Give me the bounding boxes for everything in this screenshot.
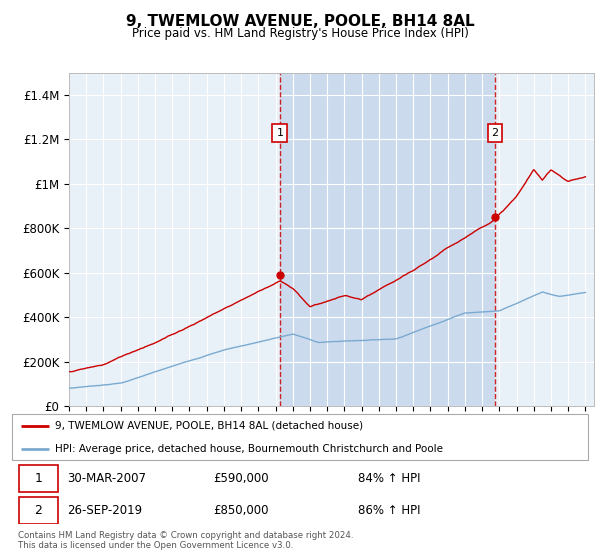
Text: 26-SEP-2019: 26-SEP-2019	[67, 504, 142, 517]
Text: £850,000: £850,000	[214, 504, 269, 517]
Text: 2: 2	[491, 128, 499, 138]
Text: 1: 1	[35, 472, 43, 485]
Text: 84% ↑ HPI: 84% ↑ HPI	[358, 472, 420, 485]
Text: 1: 1	[277, 128, 283, 138]
Text: Contains HM Land Registry data © Crown copyright and database right 2024.
This d: Contains HM Land Registry data © Crown c…	[18, 531, 353, 550]
Text: 30-MAR-2007: 30-MAR-2007	[67, 472, 146, 485]
Text: 86% ↑ HPI: 86% ↑ HPI	[358, 504, 420, 517]
FancyBboxPatch shape	[19, 465, 58, 492]
Text: 9, TWEMLOW AVENUE, POOLE, BH14 8AL (detached house): 9, TWEMLOW AVENUE, POOLE, BH14 8AL (deta…	[55, 421, 364, 431]
FancyBboxPatch shape	[12, 414, 588, 460]
Text: 9, TWEMLOW AVENUE, POOLE, BH14 8AL: 9, TWEMLOW AVENUE, POOLE, BH14 8AL	[125, 14, 475, 29]
Text: Price paid vs. HM Land Registry's House Price Index (HPI): Price paid vs. HM Land Registry's House …	[131, 27, 469, 40]
Text: 2: 2	[35, 504, 43, 517]
Text: HPI: Average price, detached house, Bournemouth Christchurch and Poole: HPI: Average price, detached house, Bour…	[55, 444, 443, 454]
FancyBboxPatch shape	[19, 497, 58, 524]
Text: £590,000: £590,000	[214, 472, 269, 485]
Bar	[280, 73, 495, 406]
